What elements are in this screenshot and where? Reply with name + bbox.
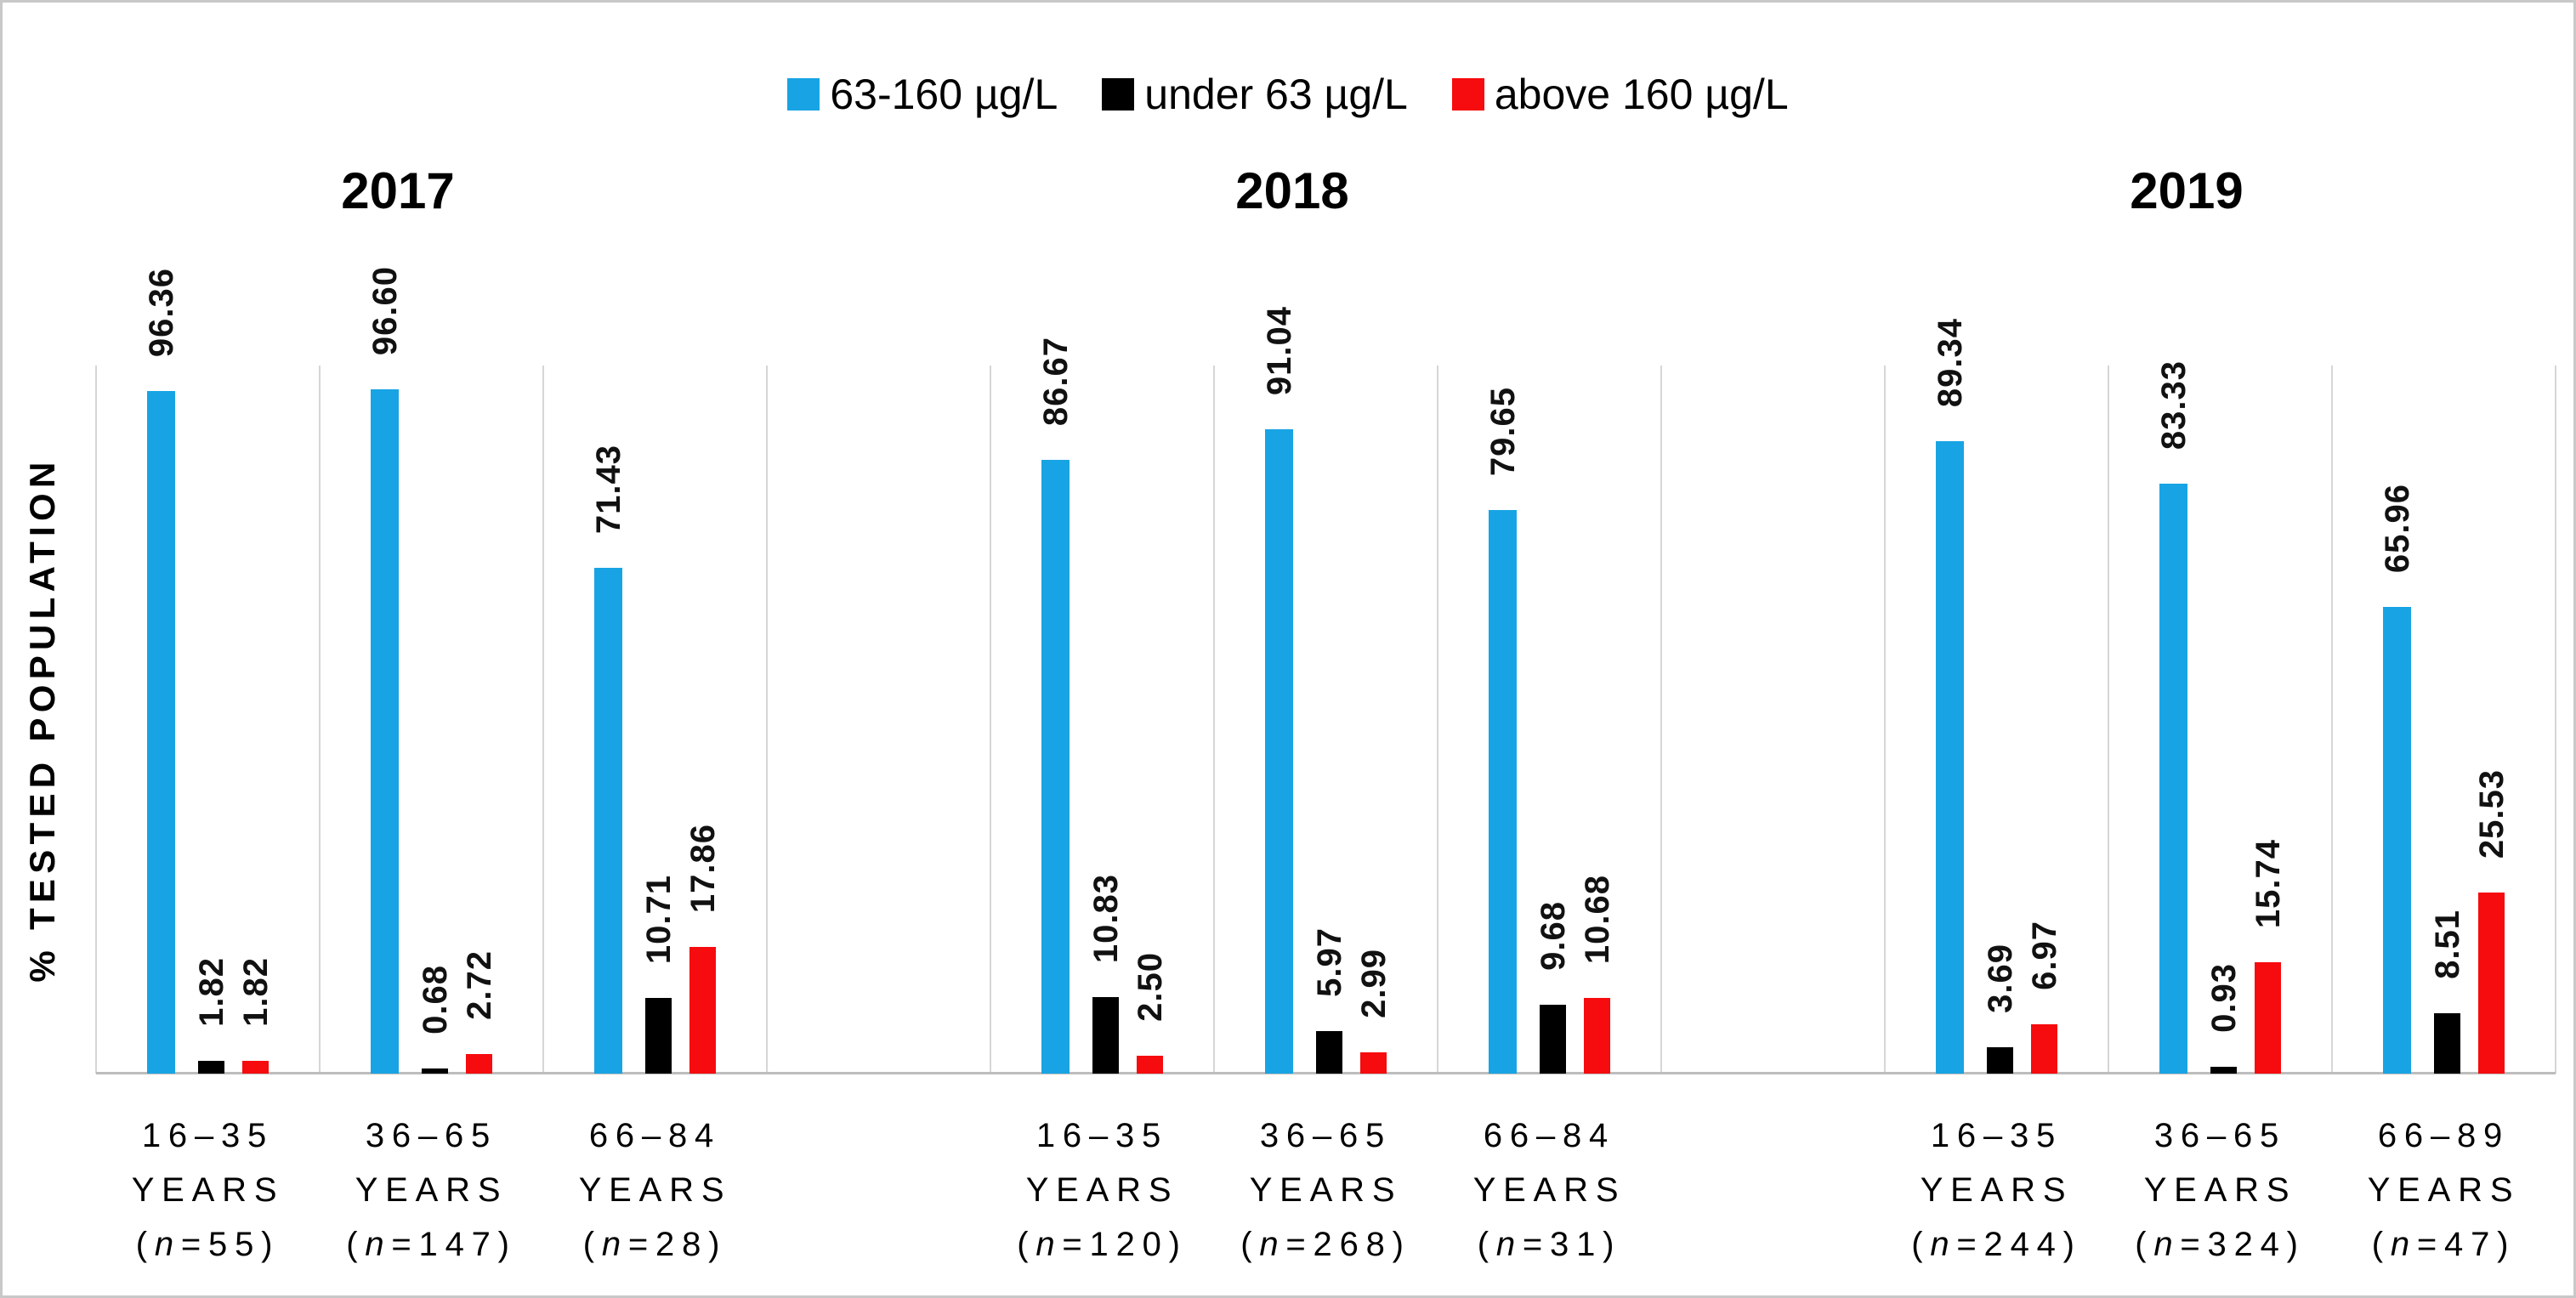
bar-value-label: 83.33 xyxy=(2155,360,2193,450)
bar-series-0-63-160-g-l xyxy=(1041,460,1070,1074)
bar-series-1-under-63-g-l xyxy=(645,998,672,1074)
bar-series-1-under-63-g-l xyxy=(1092,997,1119,1074)
x-axis-category-label: 36–65 YEARS (n=324) xyxy=(2135,1117,2306,1263)
legend-swatch-icon xyxy=(1102,78,1135,111)
gridline xyxy=(2331,366,2333,1074)
year-section-label: 2019 xyxy=(2130,162,2244,219)
bar-series-2-above-160-g-l xyxy=(242,1061,269,1074)
bar-series-0-63-160-g-l xyxy=(371,389,399,1074)
bar-series-2-above-160-g-l xyxy=(689,947,716,1074)
bar-series-2-above-160-g-l xyxy=(2255,962,2281,1074)
bar-value-label: 2.99 xyxy=(1355,949,1393,1018)
year-section-label: 2017 xyxy=(341,162,455,219)
bar-series-0-63-160-g-l xyxy=(594,568,622,1074)
bar-series-1-under-63-g-l xyxy=(422,1068,448,1074)
bar-series-0-63-160-g-l xyxy=(1265,429,1293,1074)
bar-value-label: 2.72 xyxy=(461,950,498,1020)
gridline xyxy=(95,366,97,1074)
bar-value-label: 0.68 xyxy=(417,965,454,1034)
x-axis-category-label: 36–65 YEARS (n=147) xyxy=(346,1117,517,1263)
bar-series-2-above-160-g-l xyxy=(2031,1024,2057,1074)
bar-series-0-63-160-g-l xyxy=(2383,607,2411,1074)
gridline xyxy=(766,366,768,1074)
bar-series-1-under-63-g-l xyxy=(1316,1031,1342,1074)
bar-value-label: 17.86 xyxy=(684,823,722,913)
legend-label: under 63 µg/L xyxy=(1144,71,1408,118)
bar-series-2-above-160-g-l xyxy=(1137,1056,1163,1074)
bar-series-0-63-160-g-l xyxy=(1936,441,1964,1074)
bar-value-label: 3.69 xyxy=(1982,944,2019,1013)
gridline xyxy=(2555,366,2556,1074)
gridline xyxy=(1213,366,1215,1074)
bar-series-1-under-63-g-l xyxy=(1540,1005,1566,1074)
legend-label: 63-160 µg/L xyxy=(830,71,1058,118)
bar-value-label: 10.71 xyxy=(640,874,678,964)
legend-item-0: 63-160 µg/L xyxy=(787,73,1058,116)
bar-value-label: 5.97 xyxy=(1311,927,1348,997)
bar-series-2-above-160-g-l xyxy=(1584,998,1610,1074)
gridline xyxy=(1437,366,1438,1074)
legend-label: above 160 µg/L xyxy=(1494,71,1789,118)
bar-series-2-above-160-g-l xyxy=(466,1054,492,1074)
bar-value-label: 2.50 xyxy=(1132,952,1169,1022)
bar-value-label: 1.82 xyxy=(237,957,275,1027)
bar-value-label: 15.74 xyxy=(2250,838,2287,928)
bar-value-label: 89.34 xyxy=(1932,317,1969,407)
bar-series-0-63-160-g-l xyxy=(147,391,175,1074)
bar-series-2-above-160-g-l xyxy=(1360,1052,1387,1074)
bar-series-1-under-63-g-l xyxy=(2210,1067,2237,1074)
y-axis-label: % TESTED POPULATION xyxy=(22,456,62,983)
year-section-label: 2018 xyxy=(1235,162,1349,219)
bar-value-label: 91.04 xyxy=(1261,305,1298,395)
x-axis-category-label: 66–84 YEARS (n=31) xyxy=(1472,1117,1626,1263)
legend-item-1: under 63 µg/L xyxy=(1102,73,1408,116)
gridline xyxy=(319,366,321,1074)
gridline xyxy=(990,366,991,1074)
gridline xyxy=(1660,366,1662,1074)
legend-item-2: above 160 µg/L xyxy=(1451,71,1789,118)
x-axis-category-label: 16–35 YEARS (n=244) xyxy=(1911,1117,2082,1263)
bar-value-label: 79.65 xyxy=(1484,386,1522,476)
bar-series-1-under-63-g-l xyxy=(1987,1047,2013,1074)
bar-value-label: 25.53 xyxy=(2473,768,2511,859)
gridline xyxy=(1884,366,1886,1074)
bar-value-label: 10.68 xyxy=(1579,874,1616,964)
bar-value-label: 96.60 xyxy=(366,265,404,355)
legend-swatch-icon xyxy=(1451,78,1484,111)
bar-value-label: 9.68 xyxy=(1535,901,1572,971)
bar-value-label: 86.67 xyxy=(1037,336,1075,426)
x-axis-category-label: 36–65 YEARS (n=268) xyxy=(1240,1117,1411,1263)
x-axis-category-label: 66–84 YEARS (n=28) xyxy=(578,1117,732,1263)
bar-series-0-63-160-g-l xyxy=(2159,484,2187,1074)
bar-value-label: 10.83 xyxy=(1087,873,1125,963)
bar-series-2-above-160-g-l xyxy=(2478,893,2505,1074)
bar-series-0-63-160-g-l xyxy=(1489,510,1517,1074)
bar-value-label: 0.93 xyxy=(2205,963,2243,1033)
bar-value-label: 71.43 xyxy=(590,444,627,534)
bar-value-label: 8.51 xyxy=(2429,910,2466,979)
gridline xyxy=(542,366,544,1074)
legend-swatch-icon xyxy=(787,78,820,111)
x-axis-category-label: 16–35 YEARS (n=120) xyxy=(1017,1117,1188,1263)
bar-value-label: 6.97 xyxy=(2026,921,2063,990)
x-axis-category-label: 66–89 YEARS (n=47) xyxy=(2367,1117,2521,1263)
chart-legend: 63-160 µg/L under 63 µg/L above 160 µg/L xyxy=(0,73,2576,116)
gridline xyxy=(2108,366,2109,1074)
bar-value-label: 65.96 xyxy=(2379,483,2416,573)
x-axis-category-label: 16–35 YEARS (n=55) xyxy=(131,1117,285,1263)
bar-series-1-under-63-g-l xyxy=(198,1061,224,1074)
bar-value-label: 1.82 xyxy=(193,957,230,1027)
bar-series-1-under-63-g-l xyxy=(2434,1013,2460,1074)
bar-value-label: 96.36 xyxy=(143,267,180,357)
